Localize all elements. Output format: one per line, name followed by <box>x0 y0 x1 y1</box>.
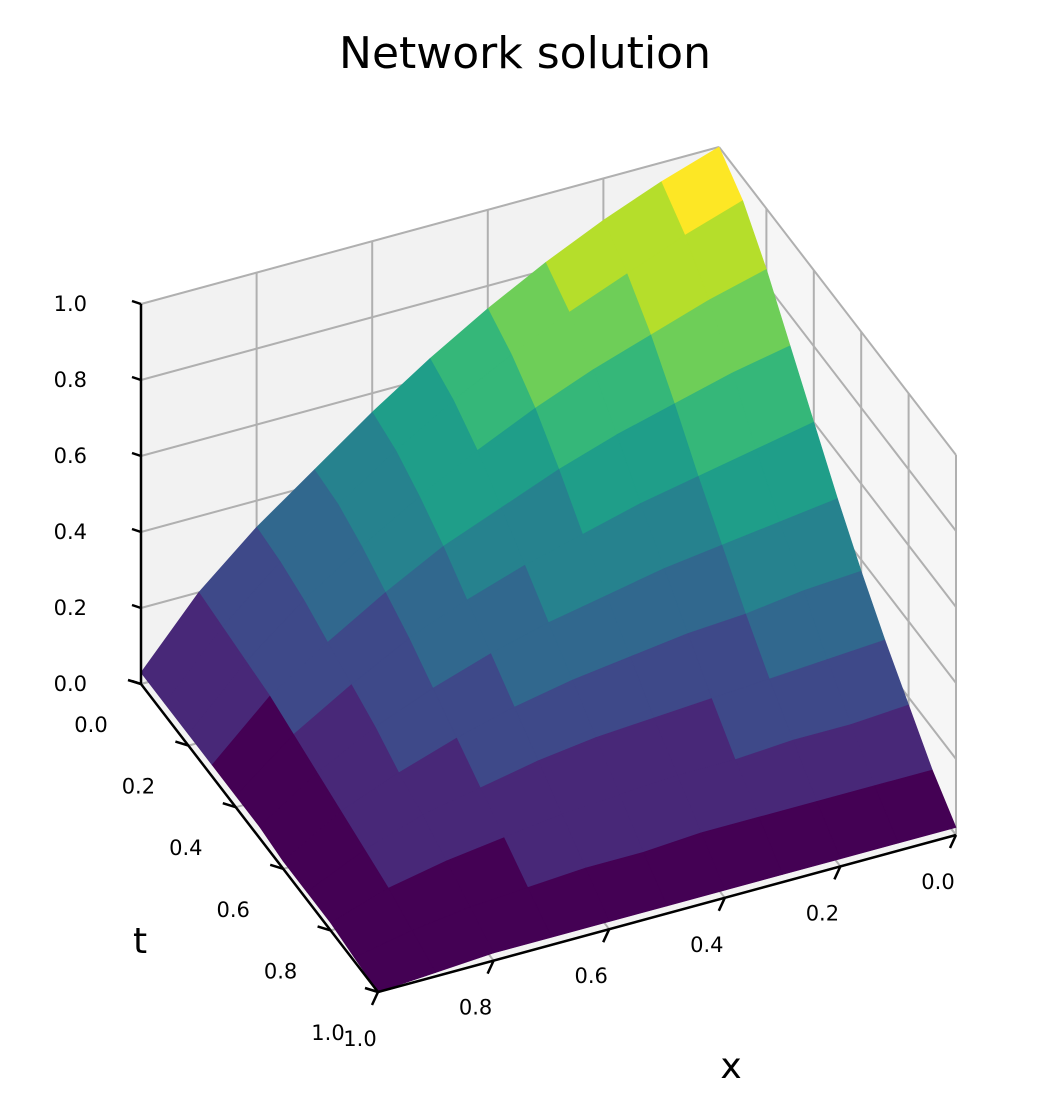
t-tick-mark <box>317 925 331 932</box>
t-tick-label: 0.4 <box>169 836 202 860</box>
x-tick-mark <box>717 897 726 912</box>
z-tick-mark <box>131 603 142 610</box>
chart-title: Network solution <box>339 28 711 79</box>
x-tick-mark <box>486 960 495 975</box>
t-tick-mark <box>364 986 379 994</box>
x-tick-label: 0.2 <box>806 901 839 925</box>
z-tick-label: 0.0 <box>54 672 87 696</box>
x-axis-label: x <box>720 1046 741 1087</box>
z-tick-label: 0.8 <box>54 368 87 392</box>
grid-line-back-z <box>140 146 720 305</box>
z-tick-label: 0.6 <box>54 444 87 468</box>
x-tick-label: 0.4 <box>690 933 723 957</box>
t-axis-label: t <box>133 921 147 962</box>
x-tick-label: 1.0 <box>343 1027 376 1051</box>
t-tick-label: 1.0 <box>311 1021 344 1045</box>
t-tick-label: 0.6 <box>216 898 249 922</box>
t-tick-mark <box>269 863 284 870</box>
t-tick-mark <box>175 740 189 747</box>
z-tick-mark <box>131 451 142 458</box>
t-axis-line <box>140 683 379 993</box>
z-tick-mark <box>131 299 142 306</box>
x-tick-mark <box>948 834 958 849</box>
x-axis-line <box>377 833 957 994</box>
z-tick-label: 0.4 <box>54 520 87 544</box>
t-tick-mark <box>222 802 237 809</box>
t-tick-label: 0.2 <box>122 775 155 799</box>
z-tick-mark <box>131 527 142 534</box>
z-tick-mark <box>131 679 142 686</box>
x-tick-label: 0.6 <box>574 964 607 988</box>
x-tick-mark <box>602 928 611 943</box>
grid-line-side-z <box>718 146 957 456</box>
z-tick-label: 0.2 <box>54 596 87 620</box>
z-tick-mark <box>131 375 142 382</box>
t-tick-label: 0.8 <box>264 959 297 983</box>
z-tick-label: 1.0 <box>54 292 87 316</box>
surface-mesh <box>140 146 957 993</box>
t-tick-label: 0.0 <box>74 713 107 737</box>
x-tick-mark <box>370 991 380 1006</box>
x-tick-label: 0.0 <box>921 870 954 894</box>
x-tick-mark <box>833 865 842 880</box>
axis-lines <box>139 304 957 994</box>
tick-labels: 0.0 0.2 0.4 0.6 0.8 1.0 0.0 0.2 0.4 0.6 0.8 1.0 0.0 0… <box>54 292 958 1051</box>
x-tick-label: 0.8 <box>459 996 492 1020</box>
